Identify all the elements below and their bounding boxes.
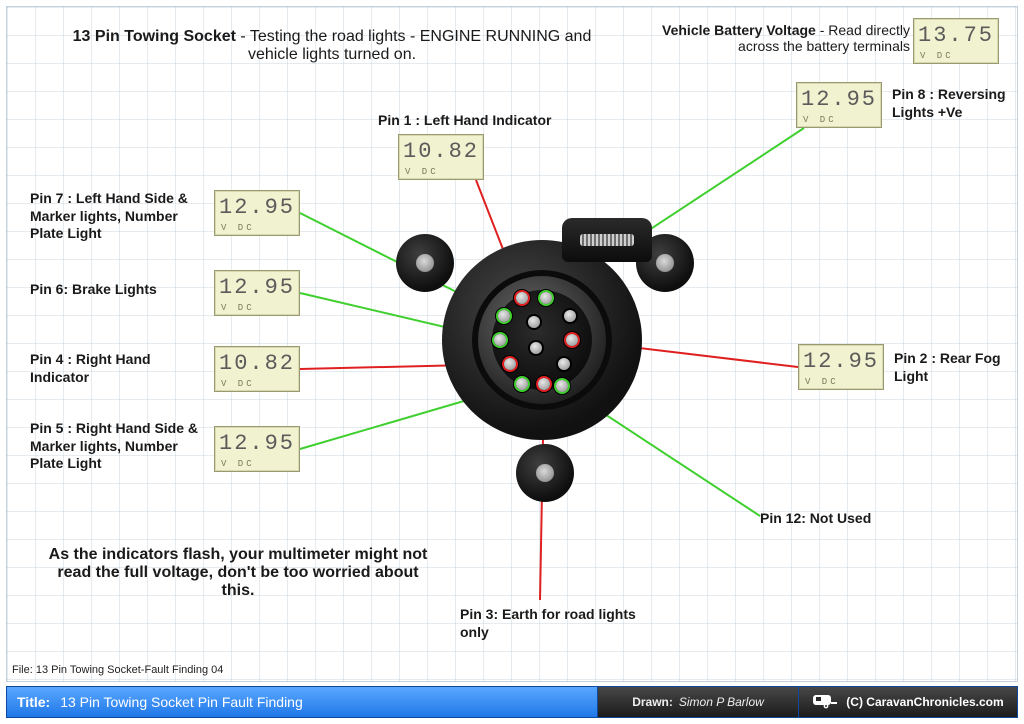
towing-socket (412, 210, 672, 470)
pin2-lcd-unit: V DC (805, 377, 839, 387)
pin7-lcd-unit: V DC (221, 223, 255, 233)
pin3-label: Pin 3: Earth for road lights only (460, 606, 640, 641)
pin-p10 (530, 342, 542, 354)
battery-header: Vehicle Battery Voltage - Read directly … (630, 22, 910, 54)
pin8-lcd: 12.95 V DC (796, 82, 882, 128)
socket-cap (562, 218, 652, 262)
pin1-lcd-unit: V DC (405, 167, 439, 177)
pin5-label: Pin 5 : Right Hand Side & Marker lights,… (30, 420, 200, 473)
pin2-lcd: 12.95 V DC (798, 344, 884, 390)
footer-title: Title: 13 Pin Towing Socket Pin Fault Fi… (6, 686, 598, 718)
pin5-lcd-value: 12.95 (219, 431, 295, 456)
indicator-note: As the indicators flash, your multimeter… (48, 546, 428, 600)
caravan-icon (812, 693, 838, 712)
pin1-label: Pin 1 : Left Hand Indicator (378, 112, 598, 130)
pin4-lcd-unit: V DC (221, 379, 255, 389)
header-title: 13 Pin Towing Socket - Testing the road … (52, 28, 612, 64)
footer-copyright: (C) CaravanChronicles.com (798, 686, 1018, 718)
pin4-label: Pin 4 : Right Hand Indicator (30, 351, 200, 386)
pin8-lcd-unit: V DC (803, 115, 837, 125)
battery-lcd: 13.75 V DC (913, 18, 999, 64)
pin-p6 (494, 334, 506, 346)
pin8-label: Pin 8 : Reversing Lights +Ve (892, 86, 1012, 121)
pin2-lcd-value: 12.95 (803, 349, 879, 374)
footer-drawn-name: Simon P Barlow (679, 695, 764, 709)
pin6-lcd-unit: V DC (221, 303, 255, 313)
pin-p1 (516, 292, 528, 304)
pin2-label: Pin 2 : Rear Fog Light (894, 350, 1014, 385)
pin-p3 (538, 378, 550, 390)
pin-p5 (516, 378, 528, 390)
pin-p2 (566, 334, 578, 346)
footer-bar: Title: 13 Pin Towing Socket Pin Fault Fi… (6, 686, 1018, 718)
battery-lcd-unit: V DC (920, 51, 954, 61)
pin-p11 (558, 358, 570, 370)
file-line: File: 13 Pin Towing Socket-Fault Finding… (12, 664, 223, 676)
pin7-lcd: 12.95 V DC (214, 190, 300, 236)
pin6-lcd-value: 12.95 (219, 275, 295, 300)
pin12-label: Pin 12: Not Used (760, 510, 920, 528)
pin5-lcd-unit: V DC (221, 459, 255, 469)
pin4-lcd: 10.82 V DC (214, 346, 300, 392)
pin7-lcd-value: 12.95 (219, 195, 295, 220)
footer-drawn-label: Drawn: (632, 695, 673, 709)
pin4-lcd-value: 10.82 (219, 351, 295, 376)
pin1-lcd-value: 10.82 (403, 139, 479, 164)
pin1-lcd: 10.82 V DC (398, 134, 484, 180)
pin-p9 (564, 310, 576, 322)
footer-title-text: 13 Pin Towing Socket Pin Fault Finding (60, 694, 303, 710)
battery-bold: Vehicle Battery Voltage (662, 22, 816, 38)
footer-copyright-text: (C) CaravanChronicles.com (846, 695, 1003, 709)
pin-p13 (528, 316, 540, 328)
pin5-lcd: 12.95 V DC (214, 426, 300, 472)
pin-p7 (498, 310, 510, 322)
pin-p12 (556, 380, 568, 392)
pin6-label: Pin 6: Brake Lights (30, 281, 200, 299)
pin-p4 (504, 358, 516, 370)
pin7-label: Pin 7 : Left Hand Side & Marker lights, … (30, 190, 200, 243)
footer-title-label: Title: (17, 694, 50, 710)
battery-lcd-value: 13.75 (918, 23, 994, 48)
pin6-lcd: 12.95 V DC (214, 270, 300, 316)
pin-p8 (540, 292, 552, 304)
pin8-lcd-value: 12.95 (801, 87, 877, 112)
footer-drawn: Drawn: Simon P Barlow (598, 686, 798, 718)
header-bold: 13 Pin Towing Socket (73, 28, 236, 45)
header-rest: - Testing the road lights - ENGINE RUNNI… (236, 28, 591, 63)
